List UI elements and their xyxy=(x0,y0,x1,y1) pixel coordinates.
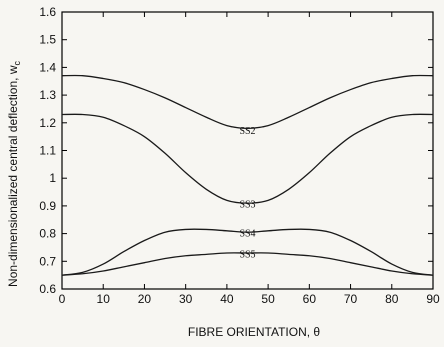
x-tick-label: 40 xyxy=(220,292,234,306)
y-axis-title-subscript: c xyxy=(12,61,22,66)
y-tick-label: 0.9 xyxy=(39,199,56,213)
y-tick-label: 1.4 xyxy=(39,60,56,74)
y-tick-label: 1.2 xyxy=(39,116,56,130)
x-tick-label: 90 xyxy=(426,292,440,306)
y-tick-label: 1 xyxy=(49,171,56,185)
series-line-ss5 xyxy=(61,252,434,276)
tick-labels: 0 10 20 30 40 50 60 70 80 90 0.6 0.7 0.8 0.9 1 1.1 1.2 1.… xyxy=(39,5,440,306)
y-tick-label: 0.6 xyxy=(39,282,56,296)
plot-border xyxy=(61,11,434,290)
x-axis-title: FIBRE ORIENTATION, θ xyxy=(188,325,321,339)
curve-labels: SS2 SS3 SS4 SS5 xyxy=(239,126,255,261)
x-tick-label: 0 xyxy=(59,292,66,306)
y-tick-label: 1.3 xyxy=(39,88,56,102)
series-line-ss3 xyxy=(61,113,434,204)
axis-ticks xyxy=(61,11,434,290)
y-tick-label: 0.8 xyxy=(39,227,56,241)
x-tick-label: 70 xyxy=(344,292,358,306)
x-tick-label: 50 xyxy=(261,292,275,306)
y-axis-title-text: Non-dimensionalized central deflection, … xyxy=(6,65,20,287)
y-tick-label: 1.1 xyxy=(39,144,56,158)
curve-label-ss4: SS4 xyxy=(239,228,255,239)
curve-label-ss2: SS2 xyxy=(239,126,255,137)
x-tick-label: 10 xyxy=(97,292,111,306)
x-tick-label: 60 xyxy=(303,292,317,306)
x-tick-label: 80 xyxy=(385,292,399,306)
curve-label-ss5: SS5 xyxy=(239,249,255,260)
y-tick-label: 1.6 xyxy=(39,5,56,19)
y-axis-title: Non-dimensionalized central deflection, … xyxy=(6,61,22,287)
plot-frame xyxy=(61,11,434,290)
y-tick-label: 0.7 xyxy=(39,254,56,268)
y-tick-label: 1.5 xyxy=(39,33,56,47)
series-layer xyxy=(61,74,434,276)
curve-label-ss3: SS3 xyxy=(239,199,255,210)
series-line-ss4 xyxy=(61,228,434,276)
series-line-ss2 xyxy=(61,74,434,129)
x-tick-label: 20 xyxy=(138,292,152,306)
x-tick-label: 30 xyxy=(179,292,193,306)
